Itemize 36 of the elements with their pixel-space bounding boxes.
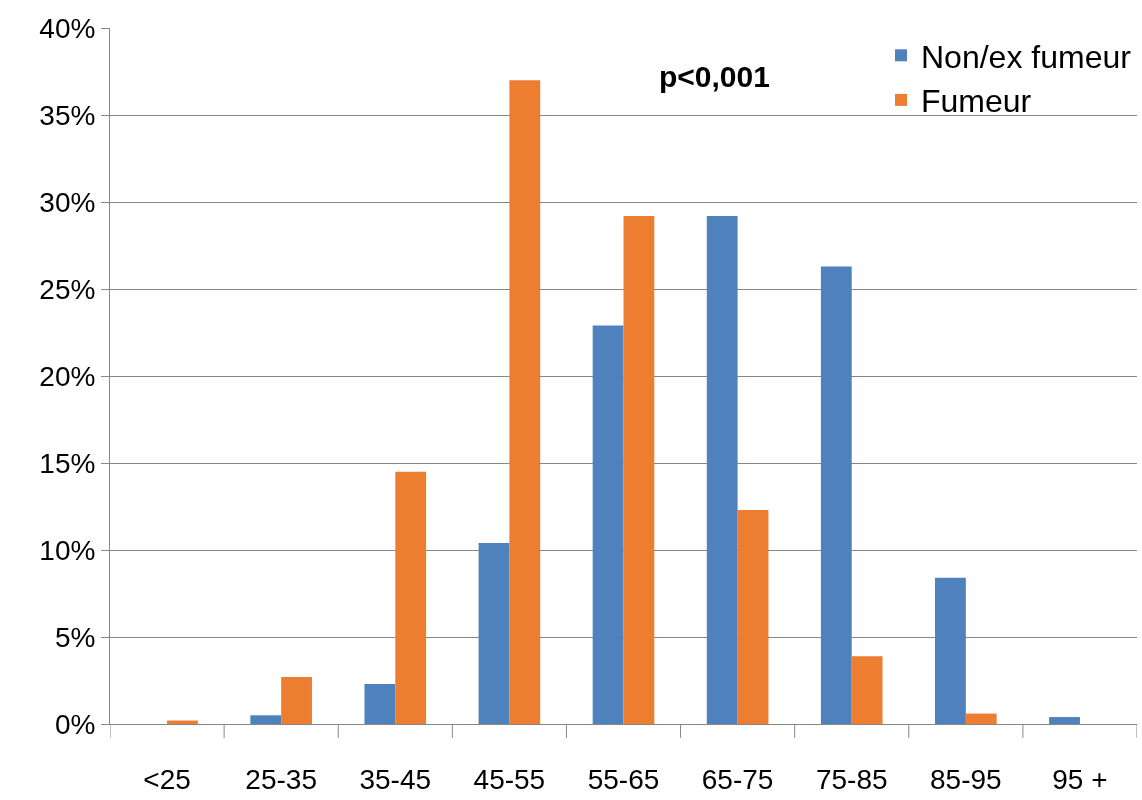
bar bbox=[250, 715, 282, 724]
bar bbox=[935, 577, 966, 724]
bar bbox=[364, 683, 396, 724]
bar bbox=[851, 656, 883, 724]
bar bbox=[820, 266, 852, 724]
bar bbox=[478, 543, 510, 724]
y-tick-label: 30% bbox=[39, 186, 96, 218]
x-tick-label: 85-95 bbox=[930, 763, 1002, 795]
y-tick-label: 25% bbox=[39, 273, 96, 305]
bar bbox=[509, 80, 541, 724]
x-tick-label: 75-85 bbox=[815, 763, 888, 795]
x-tick-label: 95 + bbox=[1052, 763, 1108, 795]
bar bbox=[737, 509, 769, 724]
legend-label: Non/ex fumeur bbox=[921, 38, 1132, 75]
bar bbox=[1049, 717, 1080, 724]
y-tick-label: 10% bbox=[39, 534, 96, 566]
y-tick-label: 5% bbox=[54, 621, 96, 653]
x-tick-label: 45-55 bbox=[473, 763, 546, 795]
bar bbox=[281, 677, 312, 724]
y-tick-label: 40% bbox=[39, 12, 96, 44]
annotation: p<0,001 bbox=[659, 60, 770, 93]
y-tick-label: 20% bbox=[39, 360, 96, 392]
x-tick-label: 25-35 bbox=[245, 763, 317, 795]
x-tick-label: 55-65 bbox=[587, 763, 660, 795]
bar bbox=[623, 215, 655, 724]
y-tick-label: 0% bbox=[54, 708, 96, 740]
bar bbox=[965, 713, 997, 724]
bar bbox=[395, 471, 427, 724]
x-tick-label: 35-45 bbox=[359, 763, 432, 795]
bar bbox=[592, 325, 624, 724]
bar bbox=[706, 215, 738, 724]
x-tick-label: 65-75 bbox=[701, 763, 774, 795]
x-tick-label: <25 bbox=[143, 763, 191, 795]
legend-label: Fumeur bbox=[921, 83, 1032, 120]
y-tick-label: 15% bbox=[39, 447, 96, 479]
y-tick-label: 35% bbox=[39, 99, 96, 131]
